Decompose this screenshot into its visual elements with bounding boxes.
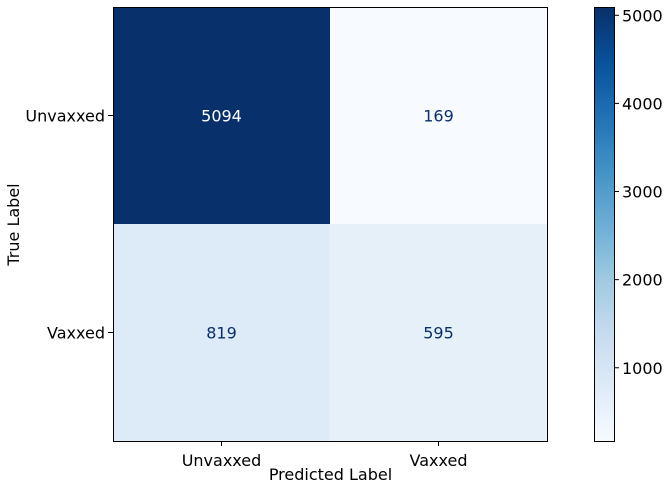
heatmap-cell-1-1	[330, 224, 547, 441]
y-axis-label: True Label	[4, 183, 23, 266]
y-tick-label: Unvaxxed	[25, 107, 105, 126]
heatmap-cells	[113, 7, 547, 441]
x-axis-ticks: Unvaxxed Vaxxed	[182, 441, 468, 470]
colorbar-ticks: 1000 2000 3000 4000 5000	[614, 6, 663, 378]
x-tick-label: Unvaxxed	[182, 451, 262, 470]
cell-value-label-0-0: 5094	[201, 107, 242, 126]
colorbar-tick-label: 4000	[622, 94, 663, 113]
colorbar-tick-label: 2000	[622, 271, 663, 290]
colorbar-tick-label: 5000	[622, 6, 663, 25]
x-axis-label: Predicted Label	[269, 465, 392, 484]
x-tick-label: Vaxxed	[410, 451, 468, 470]
colorbar-tick-label: 3000	[622, 183, 663, 202]
colorbar	[594, 7, 615, 442]
heatmap-cell-1-0	[113, 224, 330, 441]
heatmap-cell-0-1	[330, 7, 547, 224]
plot-frame	[113, 7, 548, 442]
cell-value-labels: 5094 169 819 595	[201, 107, 454, 343]
cell-value-label-0-1: 169	[423, 107, 454, 126]
y-axis-ticks: Unvaxxed Vaxxed	[25, 107, 113, 343]
y-tick-label: Vaxxed	[47, 324, 105, 343]
heatmap-cell-0-0	[113, 7, 330, 224]
colorbar-tick-label: 1000	[622, 359, 663, 378]
cell-value-label-1-1: 595	[423, 324, 454, 343]
cell-value-label-1-0: 819	[206, 324, 237, 343]
